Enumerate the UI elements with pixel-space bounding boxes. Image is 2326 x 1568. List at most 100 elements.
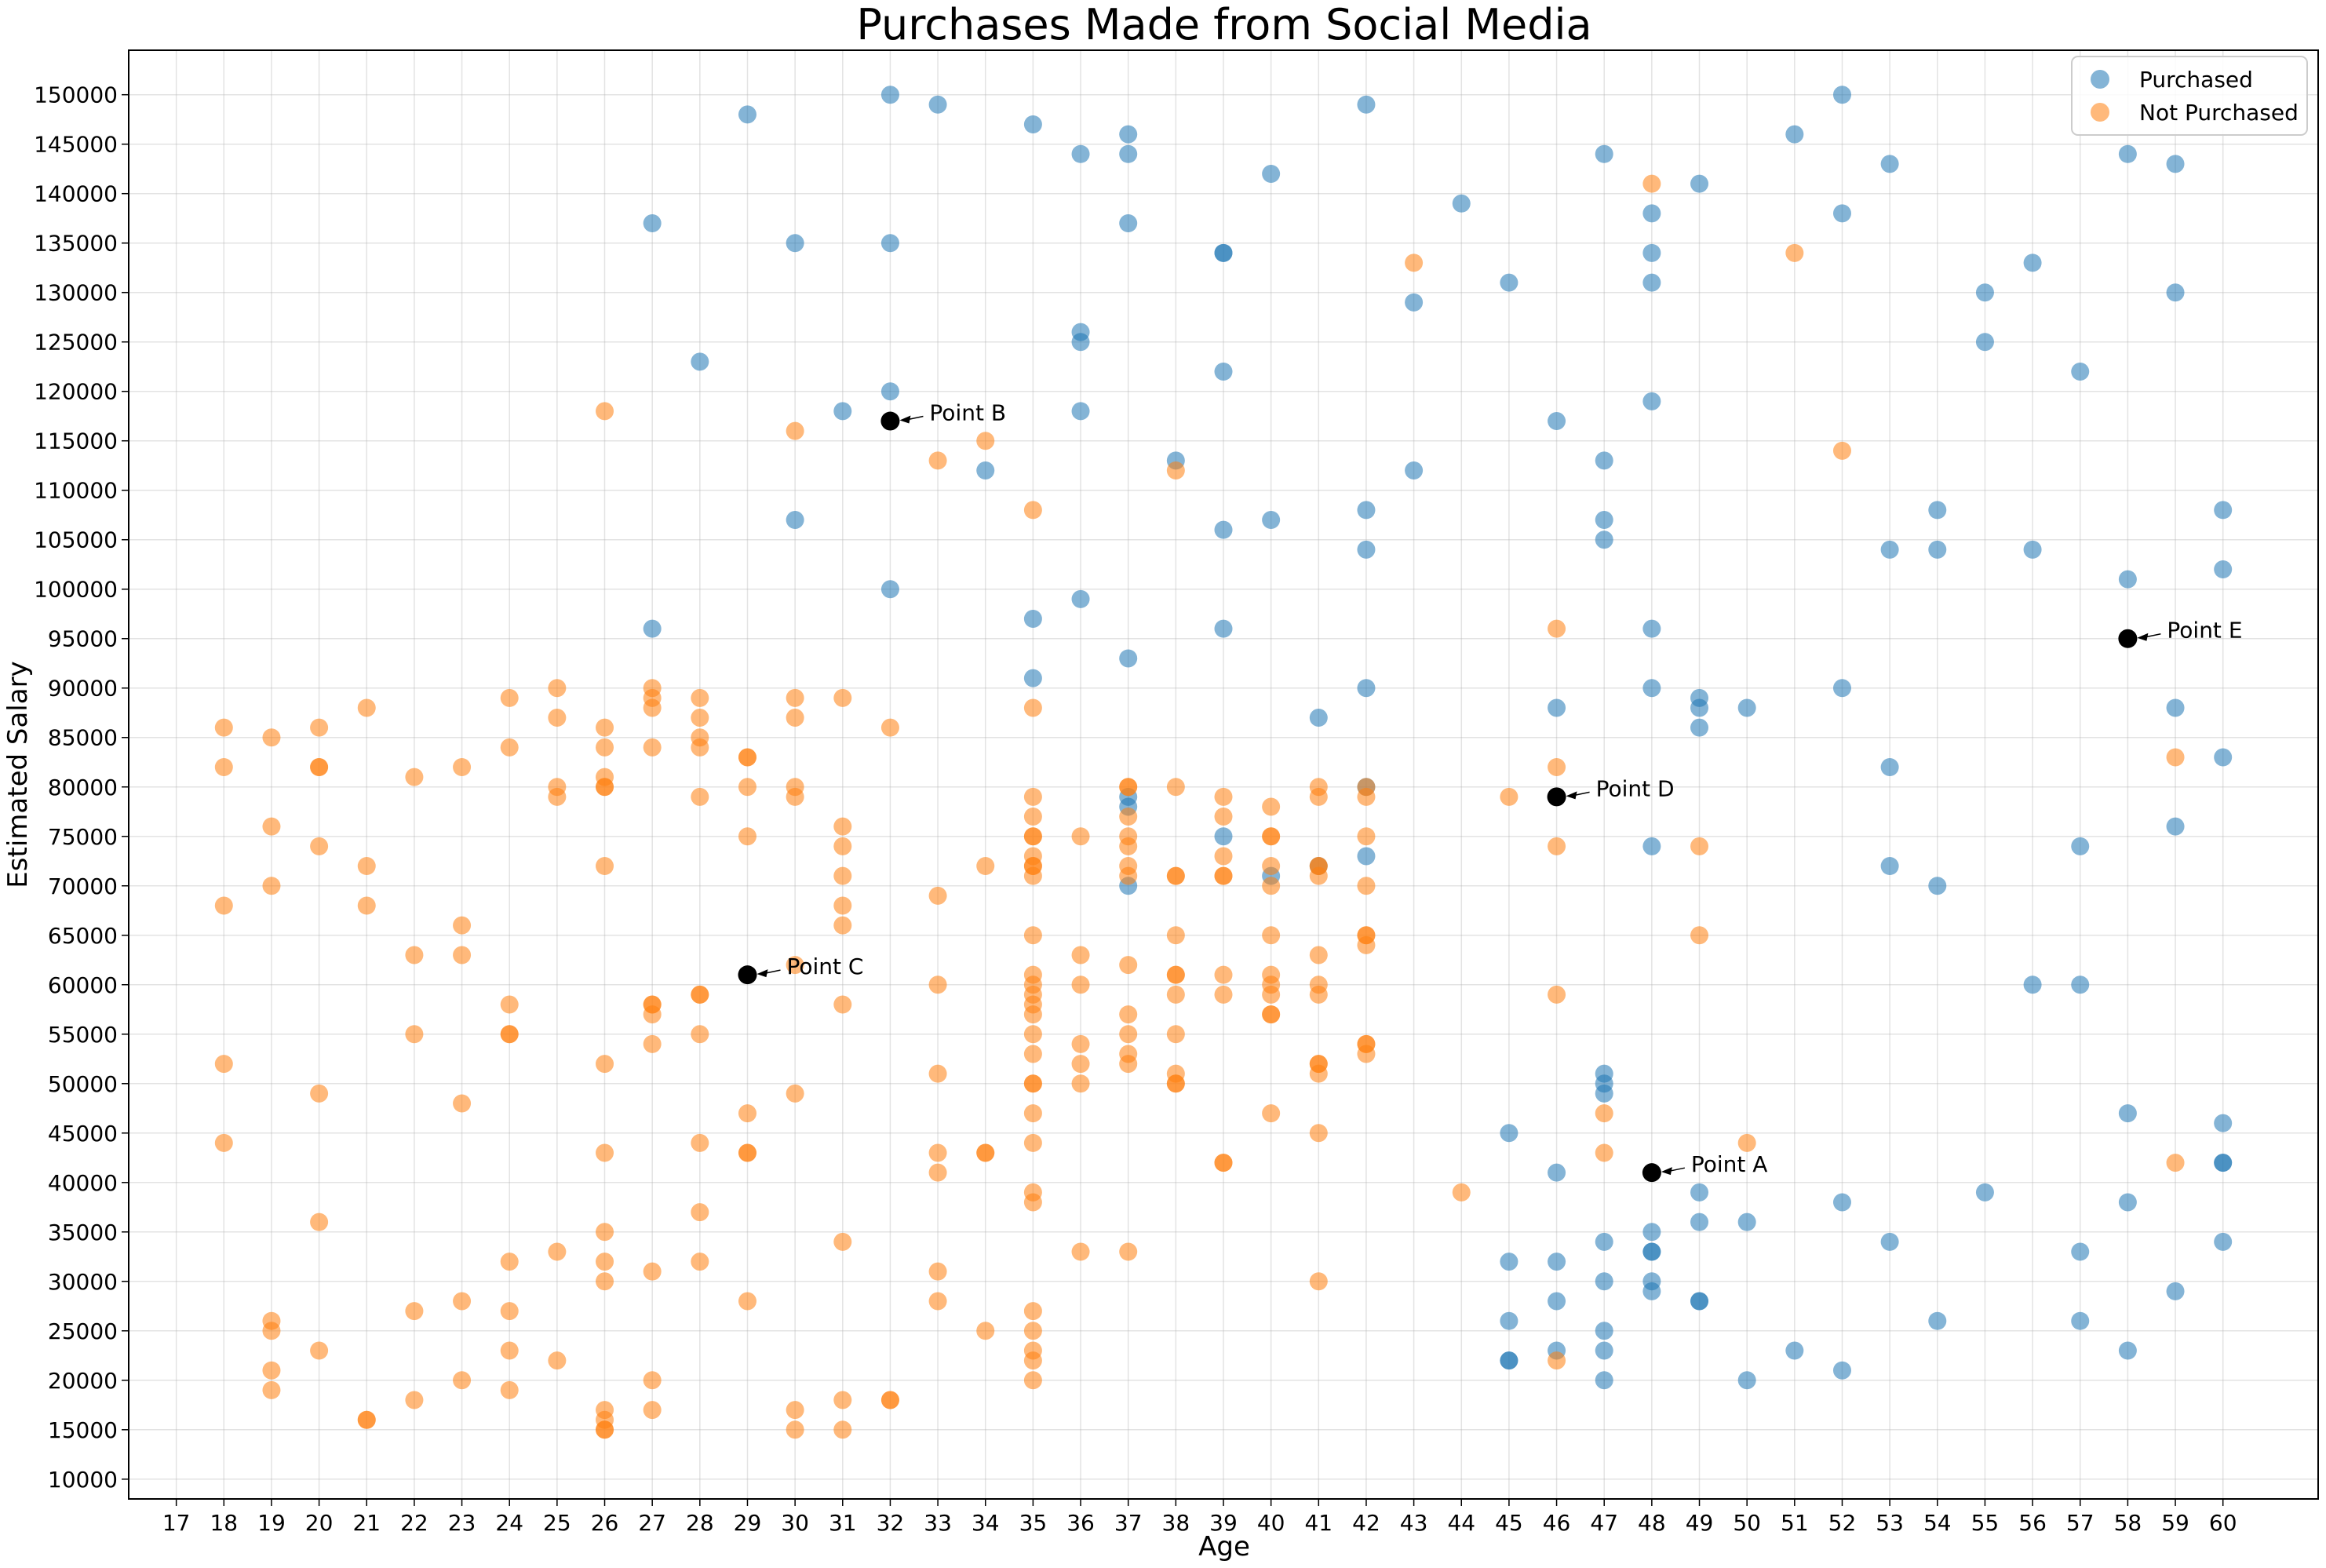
data-point — [691, 787, 709, 806]
x-tick-label: 57 — [2066, 1510, 2094, 1536]
data-point — [596, 1143, 614, 1162]
data-point — [1500, 787, 1518, 806]
x-tick-label: 52 — [1828, 1510, 1857, 1536]
data-point — [833, 817, 852, 836]
y-tick-label: 65000 — [48, 923, 118, 949]
data-point — [2118, 570, 2137, 589]
data-point — [500, 1253, 519, 1271]
data-point — [1690, 698, 1709, 717]
data-point — [643, 698, 662, 717]
y-tick-label: 75000 — [48, 824, 118, 850]
data-point — [833, 837, 852, 855]
data-point — [2118, 1341, 2137, 1360]
y-tick-label: 85000 — [48, 725, 118, 751]
data-point — [643, 738, 662, 757]
data-point — [262, 728, 281, 747]
data-point — [1214, 243, 1233, 262]
data-point — [1214, 808, 1233, 826]
data-point — [643, 1401, 662, 1420]
y-tick-label: 90000 — [48, 676, 118, 702]
data-point — [405, 1302, 424, 1321]
data-point — [786, 1420, 804, 1439]
data-point — [1880, 758, 1899, 777]
x-tick-label: 34 — [972, 1510, 1000, 1536]
y-tick-label: 10000 — [48, 1467, 118, 1493]
data-point — [928, 95, 947, 114]
data-point — [214, 1055, 233, 1074]
data-point — [1737, 1133, 1756, 1152]
data-point — [691, 738, 709, 757]
data-point — [310, 1341, 329, 1360]
x-tick-label: 59 — [2161, 1510, 2189, 1536]
legend-label-not-purchased: Not Purchased — [2139, 100, 2299, 126]
data-point — [1595, 1341, 1613, 1360]
data-point — [2214, 1232, 2233, 1251]
data-point — [596, 778, 614, 797]
data-point — [2023, 540, 2042, 559]
annotation-label: Point E — [2167, 618, 2242, 644]
data-point — [880, 580, 899, 599]
x-tick-label: 38 — [1162, 1510, 1190, 1536]
data-point — [405, 1025, 424, 1044]
data-point — [1405, 461, 1424, 480]
data-point — [596, 857, 614, 876]
data-point — [1119, 144, 1138, 163]
x-tick-label: 28 — [686, 1510, 714, 1536]
data-point — [357, 857, 376, 876]
annotation-layer: Point A Point B Point C Point D Point E — [738, 400, 2243, 1183]
x-tick-label: 27 — [638, 1510, 666, 1536]
data-point — [2023, 975, 2042, 994]
x-tick-label: 31 — [829, 1510, 857, 1536]
x-tick-label: 25 — [543, 1510, 571, 1536]
x-tick-label: 17 — [162, 1510, 191, 1536]
annotation: Point B — [880, 400, 1006, 431]
data-point — [880, 718, 899, 737]
data-point — [500, 1380, 519, 1399]
data-point — [596, 718, 614, 737]
data-point — [310, 758, 329, 777]
data-point — [786, 1084, 804, 1103]
data-point — [786, 511, 804, 530]
x-tick-label: 49 — [1686, 1510, 1714, 1536]
data-point — [833, 1420, 852, 1439]
data-point — [691, 985, 709, 1004]
x-tick-label: 30 — [781, 1510, 809, 1536]
data-point — [643, 1371, 662, 1390]
data-point — [1548, 837, 1566, 855]
annotation: Point D — [1547, 775, 1675, 807]
data-point — [1023, 1104, 1042, 1123]
data-point — [880, 86, 899, 104]
data-point — [2166, 1282, 2185, 1300]
data-point — [1785, 243, 1804, 262]
data-point — [596, 1223, 614, 1242]
data-point — [1262, 511, 1281, 530]
data-point — [405, 768, 424, 786]
data-point — [786, 421, 804, 440]
data-point — [1071, 1055, 1090, 1074]
x-tick-label: 46 — [1543, 1510, 1571, 1536]
x-tick-label: 58 — [2114, 1510, 2142, 1536]
data-point — [2071, 837, 2090, 855]
data-point — [1785, 1341, 1804, 1360]
data-point — [2214, 748, 2233, 767]
data-point — [1357, 827, 1376, 846]
data-point — [928, 1292, 947, 1311]
data-point — [1023, 1074, 1042, 1093]
y-tick-label: 150000 — [34, 82, 118, 108]
y-tick-label: 135000 — [34, 231, 118, 257]
data-point — [214, 1133, 233, 1152]
x-tick-label: 54 — [1923, 1510, 1952, 1536]
data-point — [1262, 1104, 1281, 1123]
data-point — [976, 1322, 995, 1340]
data-point — [1357, 679, 1376, 698]
data-point — [500, 738, 519, 757]
data-point — [214, 896, 233, 915]
y-tick-label: 115000 — [34, 428, 118, 454]
data-point — [453, 758, 472, 777]
series-not-purchased — [214, 174, 2185, 1439]
data-point — [596, 1420, 614, 1439]
data-point — [1309, 1272, 1328, 1291]
x-tick-label: 29 — [734, 1510, 762, 1536]
